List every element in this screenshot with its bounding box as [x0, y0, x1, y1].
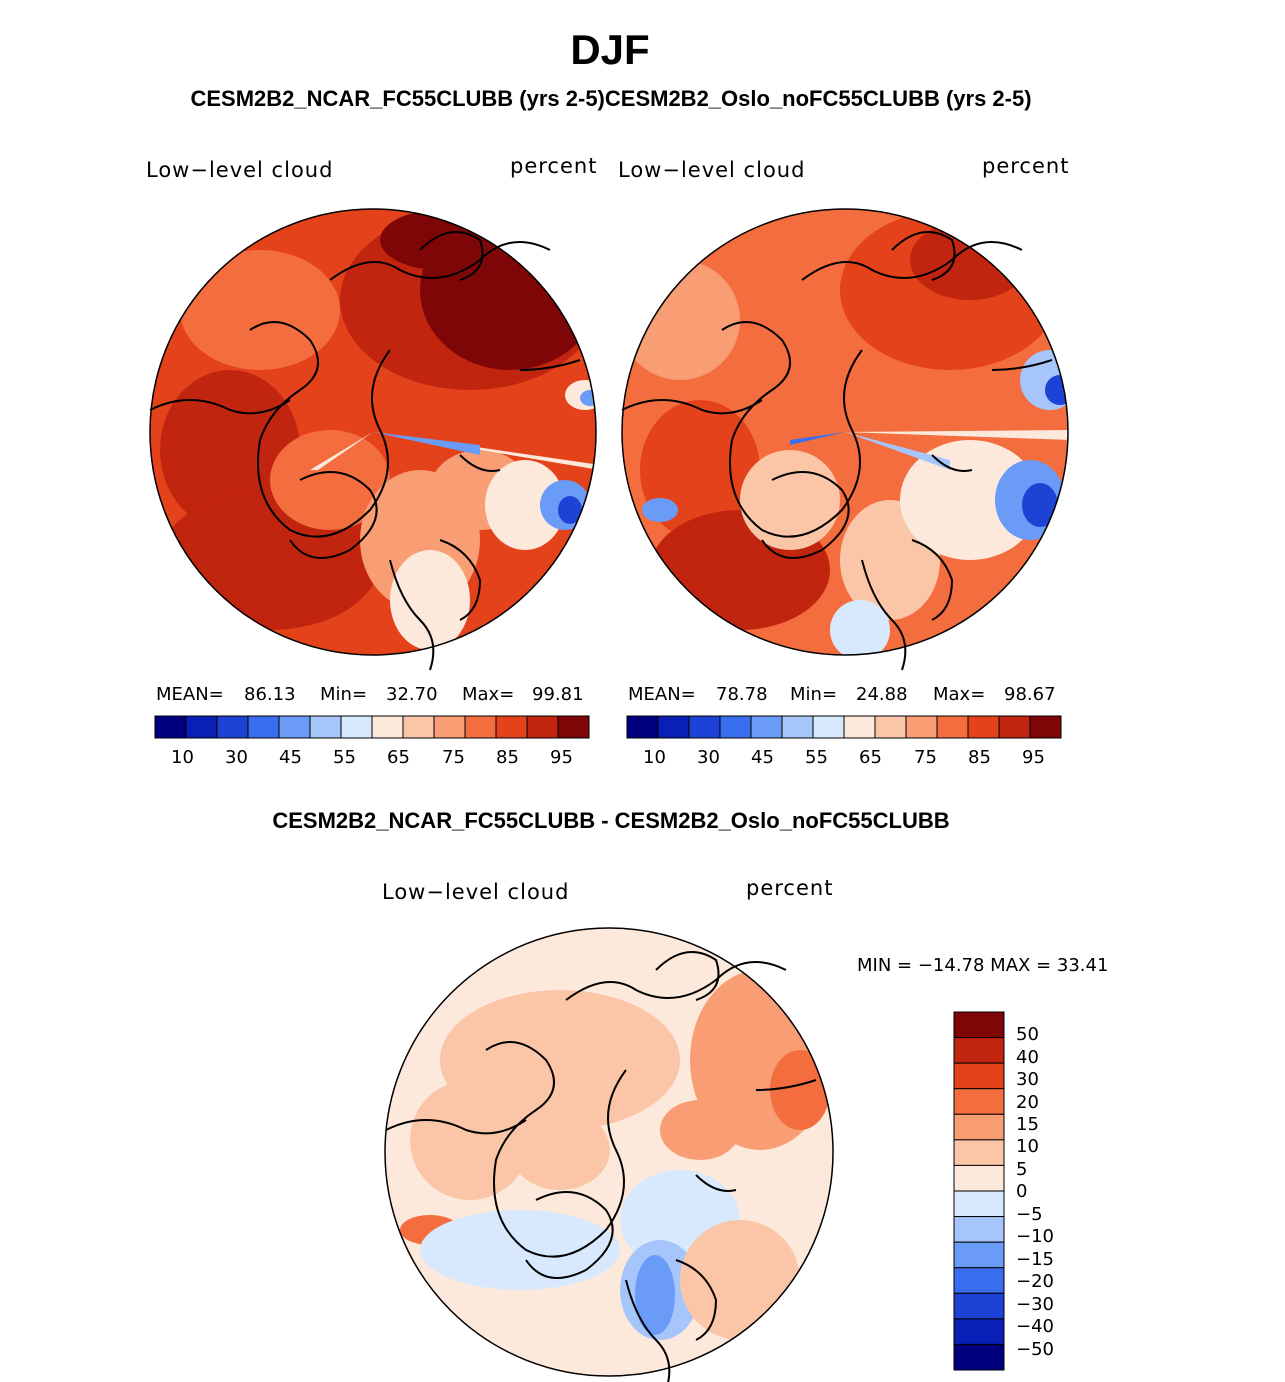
panel1-min-value: 32.70 [386, 684, 438, 705]
panel2-colorbar-tick: 10 [643, 747, 666, 768]
panel2-variable-label: Low−level cloud [618, 158, 806, 182]
difference-colorbar-tick: 50 [1016, 1024, 1039, 1045]
colorbar-swatch [953, 1292, 1005, 1320]
difference-colorbar-tick: 20 [1016, 1092, 1039, 1113]
difference-colorbar-tick: −5 [1016, 1204, 1043, 1225]
panel2-max-label: Max= [933, 684, 986, 705]
panel1-units-label: percent [510, 154, 598, 178]
panel2-max-value: 98.67 [1004, 684, 1056, 705]
panel1-colorbar-tick: 85 [496, 747, 519, 768]
colorbar-swatch [953, 1216, 1005, 1243]
panel1-colorbar-tick: 75 [442, 747, 465, 768]
colorbar-swatch [953, 1343, 1005, 1371]
panel1-mean-label: MEAN= [156, 684, 224, 705]
panel2-colorbar-tick: 55 [805, 747, 828, 768]
figure-title: DJF [570, 26, 650, 73]
panel1-colorbar [154, 715, 590, 739]
panel2-colorbar [626, 715, 1062, 739]
panel2-min-label: Min= [790, 684, 838, 705]
difference-colorbar-tick: 10 [1016, 1136, 1039, 1157]
panel2-colorbar-tick: 85 [968, 747, 991, 768]
difference-colorbar-tick: 30 [1016, 1069, 1039, 1090]
panel2-units-label: percent [982, 154, 1070, 178]
difference-colorbar-tick: 5 [1016, 1159, 1028, 1180]
difference-min-max: MIN = −14.78 MAX = 33.41 [857, 955, 1109, 976]
panel2-colorbar-tick: 45 [751, 747, 774, 768]
panel1-colorbar-tick: 65 [387, 747, 410, 768]
panel2-mean-label: MEAN= [628, 684, 696, 705]
panel1-colorbar-tick: 45 [279, 747, 302, 768]
difference-colorbar-tick: −15 [1016, 1249, 1054, 1270]
colorbar-swatch [953, 1113, 1005, 1141]
colorbar-swatch [953, 1037, 1005, 1064]
colorbar-swatch [953, 1088, 1005, 1115]
difference-colorbar-tick: −40 [1016, 1316, 1054, 1337]
panel1-colorbar-tick: 95 [550, 747, 573, 768]
panel2-colorbar-tick: 30 [697, 747, 720, 768]
difference-units-label: percent [746, 876, 834, 900]
panel2-colorbar-tick: 75 [914, 747, 937, 768]
panel1-variable-label: Low−level cloud [146, 158, 334, 182]
colorbar-swatch [557, 715, 590, 739]
difference-colorbar-tick: 40 [1016, 1047, 1039, 1068]
colorbar-swatch [953, 1241, 1005, 1269]
panel2-mean-value: 78.78 [716, 684, 768, 705]
difference-variable-label: Low−level cloud [382, 880, 570, 904]
difference-colorbar-tick: −30 [1016, 1294, 1054, 1315]
panel1-colorbar-tick: 30 [225, 747, 248, 768]
colorbar-swatch [953, 1139, 1005, 1166]
panel1-max-label: Max= [462, 684, 515, 705]
panel1-max-value: 99.81 [532, 684, 584, 705]
difference-colorbar [953, 1011, 1005, 1371]
colorbar-swatch [953, 1318, 1005, 1345]
panel1-colorbar-tick: 55 [333, 747, 356, 768]
colorbar-swatch [953, 1062, 1005, 1090]
difference-title: CESM2B2_NCAR_FC55CLUBB - CESM2B2_Oslo_no… [272, 808, 950, 833]
panel2-colorbar-tick: 65 [859, 747, 882, 768]
colorbar-swatch [953, 1267, 1005, 1294]
model-pair-title: CESM2B2_NCAR_FC55CLUBB (yrs 2-5)CESM2B2_… [190, 86, 1032, 111]
panel1-colorbar-tick: 10 [171, 747, 194, 768]
panel2-colorbar-tick: 95 [1022, 747, 1045, 768]
colorbar-swatch [953, 1190, 1005, 1218]
panel1-mean-value: 86.13 [244, 684, 296, 705]
panel2-min-value: 24.88 [856, 684, 908, 705]
colorbar-swatch [1029, 715, 1062, 739]
difference-colorbar-tick: −50 [1016, 1339, 1054, 1360]
difference-colorbar-tick: 0 [1016, 1181, 1028, 1202]
difference-colorbar-tick: −20 [1016, 1271, 1054, 1292]
difference-colorbar-tick: 15 [1016, 1114, 1039, 1135]
colorbar-swatch [953, 1011, 1005, 1039]
panel1-min-label: Min= [320, 684, 368, 705]
colorbar-swatch [953, 1164, 1005, 1192]
difference-colorbar-tick: −10 [1016, 1226, 1054, 1247]
